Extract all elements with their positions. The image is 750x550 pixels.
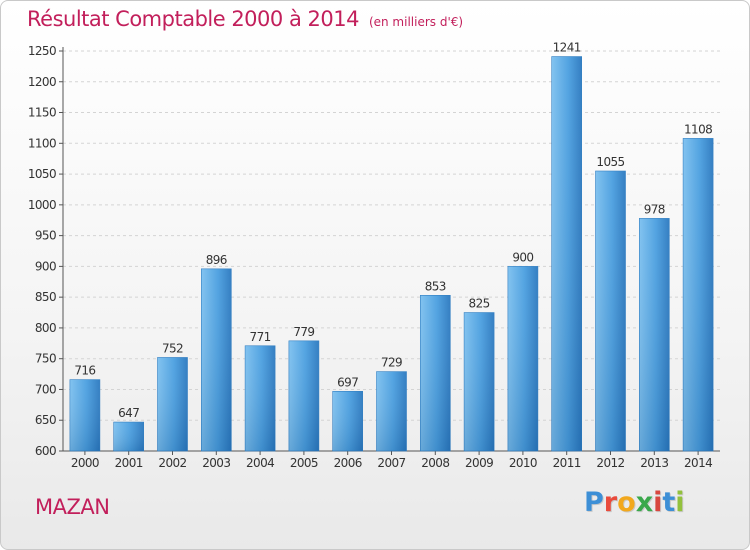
x-tick-label: 2005	[290, 456, 318, 470]
data-label: 752	[162, 341, 183, 355]
bar-shade	[464, 312, 495, 451]
labels: 600 650 700 750 800 850 900 950 1000 1050 1100 1150…	[28, 41, 713, 470]
chart-title-text: Résultat Comptable 2000 à 2014	[27, 7, 359, 31]
y-tick-label: 800	[35, 321, 56, 335]
x-tick-label: 2004	[246, 456, 274, 470]
y-tick-label: 1200	[28, 75, 56, 89]
data-label: 825	[469, 297, 490, 311]
x-tick-label: 2001	[115, 456, 143, 470]
bar-shade	[420, 295, 451, 451]
data-label: 900	[512, 250, 533, 264]
data-label: 729	[381, 356, 402, 370]
x-tick-label: 2013	[640, 456, 668, 470]
data-label: 896	[206, 253, 227, 267]
bar-shade	[157, 357, 188, 451]
chart-title: Résultat Comptable 2000 à 2014 (en millie…	[27, 7, 463, 31]
x-tick-label: 2002	[158, 456, 186, 470]
data-label: 1108	[684, 122, 712, 136]
bar-shade	[683, 138, 714, 451]
data-label: 779	[293, 325, 314, 339]
x-tick-label: 2010	[509, 456, 537, 470]
x-tick-label: 2009	[465, 456, 493, 470]
y-tick-label: 950	[35, 229, 56, 243]
logo-letter: x	[635, 487, 654, 518]
logo-letter: P	[584, 487, 604, 518]
x-tick-label: 2003	[202, 456, 230, 470]
bar-shade	[245, 345, 276, 451]
bar-shade	[639, 218, 670, 451]
logo-letter: i	[653, 487, 663, 518]
x-tick-label: 2008	[421, 456, 449, 470]
x-tick-label: 2007	[377, 456, 405, 470]
bar-shade	[376, 371, 407, 451]
data-label: 1241	[553, 41, 581, 55]
y-tick-label: 700	[35, 382, 56, 396]
chart-subtitle: (en milliers d'€)	[368, 15, 464, 29]
y-tick-label: 750	[35, 352, 56, 366]
logo-letter: t	[662, 487, 676, 518]
data-label: 697	[337, 375, 358, 389]
y-tick-label: 1000	[28, 198, 56, 212]
bar-shade	[332, 391, 363, 451]
x-tick-label: 2000	[71, 456, 99, 470]
y-tick-label: 1050	[28, 167, 56, 181]
y-tick-label: 1250	[28, 44, 56, 58]
y-tick-label: 900	[35, 259, 56, 273]
x-tick-label: 2006	[334, 456, 362, 470]
logo-letter: r	[603, 487, 618, 518]
data-label: 647	[118, 406, 139, 420]
proxiti-logo: Proxiti	[584, 487, 685, 518]
logo-letter: o	[617, 487, 636, 518]
y-tick-label: 1150	[28, 106, 56, 120]
y-tick-label: 600	[35, 444, 56, 458]
y-tick-label: 650	[35, 413, 56, 427]
bars	[69, 56, 714, 452]
bar-shade	[507, 266, 538, 451]
bar-shade	[595, 171, 626, 451]
data-label: 716	[74, 364, 95, 378]
y-tick-label: 850	[35, 290, 56, 304]
x-tick-label: 2012	[596, 456, 624, 470]
logo-letter: i	[675, 487, 685, 518]
x-tick-label: 2014	[684, 456, 712, 470]
x-tick-label: 2011	[553, 456, 581, 470]
data-label: 1055	[596, 155, 624, 169]
bar-shade	[551, 56, 582, 452]
data-label: 771	[250, 330, 271, 344]
bar-shade	[201, 268, 232, 451]
bar-shade	[69, 379, 100, 451]
bar-shade	[288, 340, 319, 451]
location-name: MAZAN	[35, 495, 110, 519]
data-label: 853	[425, 279, 446, 293]
bar-shade	[113, 422, 144, 451]
y-tick-label: 1100	[28, 136, 56, 150]
data-label: 978	[644, 202, 665, 216]
